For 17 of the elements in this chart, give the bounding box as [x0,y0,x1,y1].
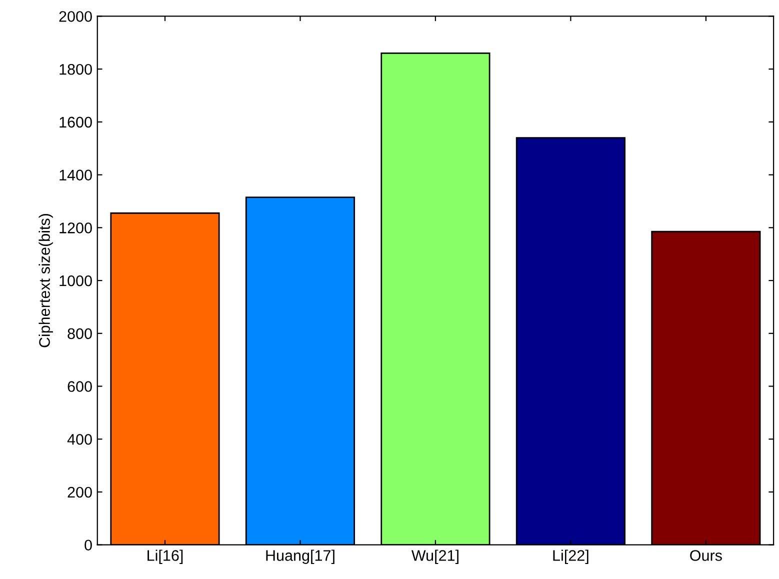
y-tick-label: 1200 [60,222,92,234]
x-tick-label: Huang[17] [266,550,334,564]
y-tick-label: 1400 [60,170,92,180]
y-tick-label: 1600 [60,116,92,128]
y-tick-label: 800 [68,328,92,340]
x-tick-label: Ours [690,550,722,561]
x-tick-label: Li[22] [553,550,588,564]
x-tick-label: Wu[21] [411,550,458,564]
x-tick-label: Li[16] [148,550,183,564]
y-tick-label: 200 [68,486,92,498]
y-tick-label: 400 [67,434,92,445]
y-tick-label: 0 [84,540,92,551]
y-tick-label: 1800 [60,64,92,75]
y-tick-label: 600 [68,381,92,392]
y-tick-label: 2000 [59,11,92,22]
y-tick-label: 1000 [60,275,92,286]
y-axis-title: Ciphertext size(bits) [38,214,53,348]
